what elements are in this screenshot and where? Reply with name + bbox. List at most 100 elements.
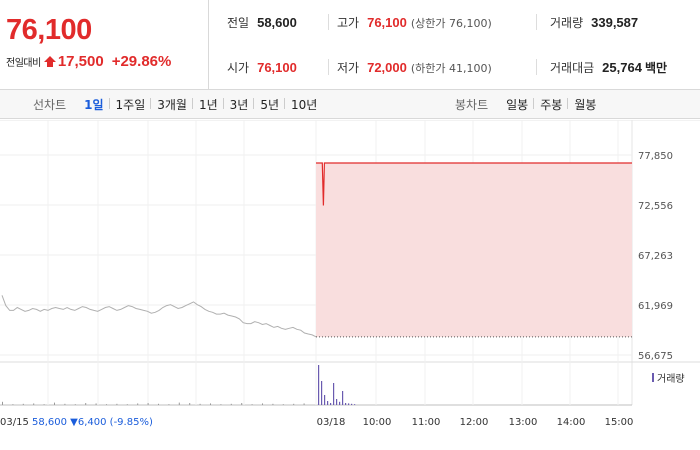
tab-10y[interactable]: 10년 xyxy=(284,96,323,113)
today-price-line xyxy=(316,162,632,206)
y-tick-label: 67,263 xyxy=(638,251,673,262)
tab-weekly[interactable]: 주봉 xyxy=(533,96,568,113)
stat-value: 76,100 xyxy=(367,15,407,30)
tab-1w[interactable]: 1주일 xyxy=(108,96,152,113)
stat-label: 고가 xyxy=(337,16,360,30)
candle-chart-tabs: 봉차트 일봉 주봉 월봉 xyxy=(455,90,602,119)
stat-high: 고가 76,100 (상한가 76,100) xyxy=(337,0,492,45)
price-chart[interactable]: 77,850 72,556 67,263 61,969 56,675 거래량 03/18 10… xyxy=(0,120,700,450)
tab-daily[interactable]: 일봉 xyxy=(506,98,529,112)
y-tick-label: 77,850 xyxy=(638,151,673,162)
line-chart-tabs: 선차트 1일 1주일 3개월 1년 3년 5년 10년 xyxy=(33,90,323,119)
volume-bar xyxy=(74,404,76,405)
stat-upper-limit: (상한가 76,100) xyxy=(410,16,492,30)
x-tick-label: 15:00 xyxy=(605,417,634,428)
x-tick-label: 10:00 xyxy=(363,417,392,428)
tab-5y[interactable]: 5년 xyxy=(253,96,285,113)
volume-bar xyxy=(333,383,335,405)
x-tick-label: 14:00 xyxy=(557,417,586,428)
volume-bar xyxy=(95,403,97,405)
volume-bar xyxy=(354,404,356,405)
stat-open: 시가 76,100 xyxy=(227,45,297,90)
volume-bar xyxy=(230,403,232,405)
current-price-box: 76,100 전일대비 17,500 +29.86% xyxy=(0,0,209,90)
change-label: 전일대비 xyxy=(6,58,41,69)
stats-row-2: 시가 76,100 저가 72,000 (하한가 41,100) 거래대금 25… xyxy=(210,45,700,90)
divider xyxy=(328,59,329,75)
tab-3y[interactable]: 3년 xyxy=(222,96,255,113)
change-value: 17,500 xyxy=(57,53,104,70)
divider xyxy=(536,59,537,75)
current-price: 76,100 xyxy=(6,14,92,46)
tab-3m[interactable]: 3개월 xyxy=(150,96,193,113)
volume-bar xyxy=(327,401,329,405)
stat-prev-close: 전일 58,600 xyxy=(227,0,297,45)
x-tick-label: 12:00 xyxy=(460,417,489,428)
volume-bar xyxy=(324,395,326,405)
stat-label: 저가 xyxy=(337,61,360,75)
change-percent: +29.86% xyxy=(111,53,172,70)
volume-bar xyxy=(12,404,14,405)
volume-legend-label: 거래량 xyxy=(657,373,685,385)
volume-bar xyxy=(220,404,222,405)
divider xyxy=(536,14,537,30)
stat-amount: 거래대금 25,764 백만 xyxy=(550,45,667,90)
prev-day-change: ▼6,400 xyxy=(70,417,110,428)
volume-bar xyxy=(318,365,320,405)
volume-bar xyxy=(282,404,284,405)
stat-value: 76,100 xyxy=(257,60,297,75)
volume-bar xyxy=(126,404,128,405)
volume-bar xyxy=(272,403,274,405)
today-area-fill xyxy=(316,163,632,337)
volume-bar xyxy=(22,403,24,405)
y-tick-label: 72,556 xyxy=(638,201,673,212)
volume-bar xyxy=(178,402,180,405)
volume-bar xyxy=(158,403,159,405)
stat-value: 339,587 xyxy=(591,15,639,30)
x-tick-label: 03/18 xyxy=(317,417,346,428)
stats-grid: 전일 58,600 고가 76,100 (상한가 76,100) 거래량 339… xyxy=(210,0,700,90)
stat-label: 거래대금 xyxy=(550,61,595,75)
divider xyxy=(328,14,329,30)
triangle-up-icon xyxy=(43,56,56,67)
stat-label: 전일 xyxy=(227,16,250,30)
stats-row-1: 전일 58,600 고가 76,100 (상한가 76,100) 거래량 339… xyxy=(210,0,700,45)
volume-bar xyxy=(85,403,87,405)
prev-day-date: 03/15 xyxy=(0,417,32,428)
candle-chart-title: 봉차트 xyxy=(455,98,489,112)
chart-lines xyxy=(1,162,632,338)
chart-labels: 77,850 72,556 67,263 61,969 56,675 거래량 03/18 10… xyxy=(0,151,685,428)
volume-bar xyxy=(339,401,341,405)
volume-bar xyxy=(336,399,338,405)
stat-unit: 백만 xyxy=(644,61,668,75)
stat-low: 저가 72,000 (하한가 41,100) xyxy=(337,45,492,90)
volume-bar xyxy=(116,403,118,405)
tab-monthly[interactable]: 월봉 xyxy=(567,96,602,113)
stat-lower-limit: (하한가 41,100) xyxy=(410,61,492,75)
volume-bar xyxy=(137,403,139,405)
volume-bar xyxy=(303,403,305,405)
change-row: 전일대비 17,500 +29.86% xyxy=(6,53,171,70)
volume-bars xyxy=(2,365,356,405)
y-tick-label: 56,675 xyxy=(638,351,673,362)
volume-bar xyxy=(330,403,332,405)
volume-bar xyxy=(251,404,253,405)
volume-bar xyxy=(106,404,107,405)
x-tick-label: 11:00 xyxy=(412,417,441,428)
volume-bar xyxy=(293,403,295,405)
volume-bar xyxy=(147,403,149,405)
volume-bar xyxy=(189,403,191,405)
prev-day-summary: 03/15 58,600 ▼6,400 (-9.85%) xyxy=(0,417,153,428)
stat-label: 거래량 xyxy=(550,16,584,30)
volume-bar xyxy=(168,404,170,405)
prev-day-percent: (-9.85%) xyxy=(110,417,153,428)
prev-day-close: 58,600 xyxy=(32,417,70,428)
volume-bar xyxy=(348,403,350,405)
stat-value: 72,000 xyxy=(367,60,407,75)
volume-bar xyxy=(342,391,344,405)
tab-1y[interactable]: 1년 xyxy=(191,96,224,113)
quote-panel: 76,100 전일대비 17,500 +29.86% 전일 58,600 고가 … xyxy=(0,0,700,90)
stat-volume: 거래량 339,587 xyxy=(550,0,638,45)
stat-value: 58,600 xyxy=(257,15,297,30)
tab-1d[interactable]: 1일 xyxy=(84,98,104,112)
